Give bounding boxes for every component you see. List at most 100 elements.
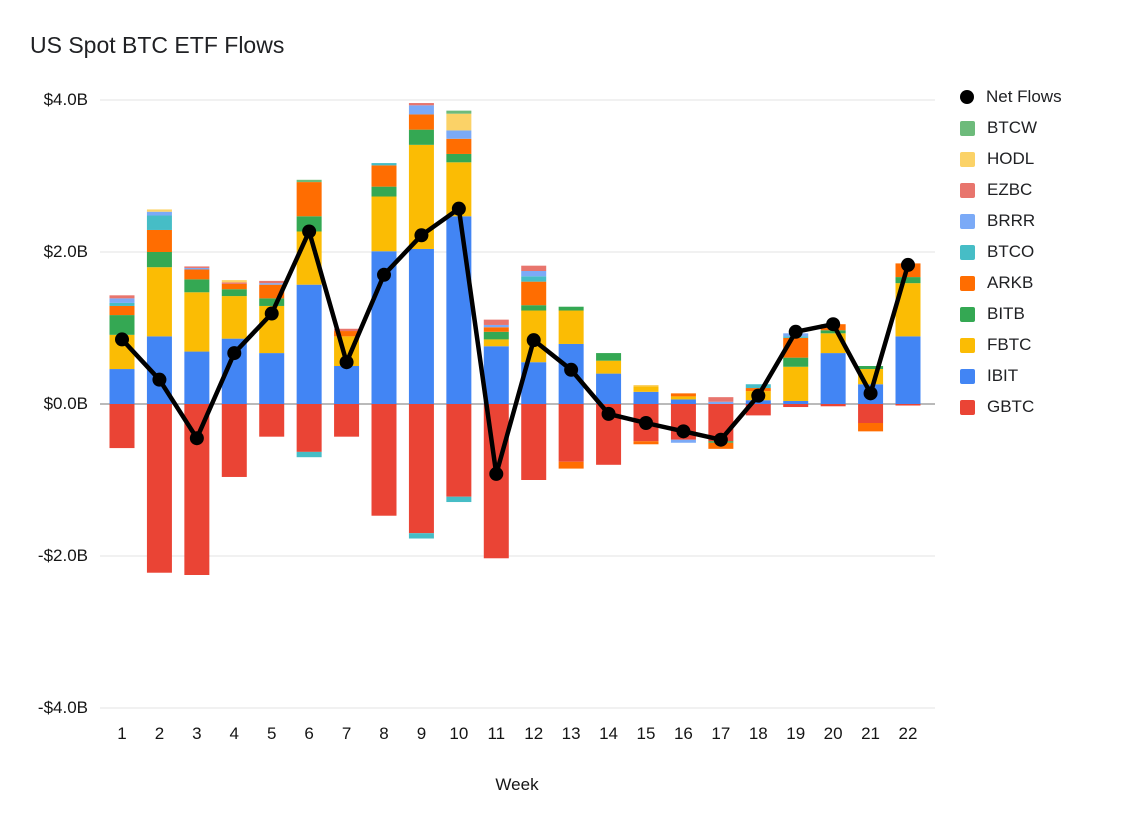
bar-segment-ibit[interactable] [408,248,434,404]
bar-segment-arkb[interactable] [483,327,509,332]
bar-segment-ibit[interactable] [596,373,622,404]
net-flows-point[interactable] [451,201,466,216]
bar-segment-brrr[interactable] [708,401,734,404]
bar-segment-gbtc[interactable] [408,404,434,534]
bar-segment-arkb[interactable] [221,283,247,290]
bar-segment-ibit[interactable] [184,351,210,404]
bar-segment-fbtc[interactable] [371,196,397,252]
legend-item-bitb[interactable]: BITB [960,303,1062,325]
bar-segment-brrr[interactable] [483,324,509,328]
bar-segment-gbtc[interactable] [446,404,472,497]
bar-segment-bitb[interactable] [259,298,285,306]
net-flows-point[interactable] [826,317,841,332]
bar-segment-fbtc[interactable] [483,339,509,347]
bar-segment-ezbc[interactable] [259,280,285,284]
bar-segment-fbtc[interactable] [596,360,622,374]
bar-segment-hodl[interactable] [633,385,659,387]
net-flows-point[interactable] [227,346,242,361]
net-flows-point[interactable] [676,424,691,439]
bar-segment-btcw[interactable] [296,179,322,183]
bar-segment-bitb[interactable] [371,186,397,197]
bar-segment-ezbc[interactable] [109,295,135,299]
bar-segment-gbtc[interactable] [334,404,360,437]
net-flows-point[interactable] [115,332,129,347]
bar-segment-hodl[interactable] [146,209,172,212]
net-flows-point[interactable] [639,416,653,430]
bar-segment-btco[interactable] [521,276,547,282]
bar-segment-hodl[interactable] [221,280,247,283]
legend-item-fbtc[interactable]: FBTC [960,334,1062,356]
bar-segment-gbtc[interactable] [783,404,809,408]
bar-segment-btco[interactable] [745,384,771,389]
bar-segment-btco[interactable] [446,496,472,503]
bar-segment-ibit[interactable] [820,353,846,404]
net-flows-point[interactable] [489,466,504,481]
legend-item-btco[interactable]: BTCO [960,241,1062,263]
bar-segment-ibit[interactable] [446,216,472,404]
bar-segment-fbtc[interactable] [184,292,210,352]
bar-segment-fbtc[interactable] [558,310,584,344]
bar-segment-hodl[interactable] [446,113,472,131]
bar-segment-arkb[interactable] [109,305,135,316]
bar-segment-brrr[interactable] [408,105,434,115]
bar-segment-bitb[interactable] [408,129,434,145]
net-flows-point[interactable] [751,388,766,403]
bar-segment-brrr[interactable] [259,283,285,285]
bar-segment-arkb[interactable] [633,441,659,445]
bar-segment-fbtc[interactable] [670,396,696,400]
bar-segment-ibit[interactable] [633,391,659,404]
bar-segment-gbtc[interactable] [259,404,285,437]
legend-item-brrr[interactable]: BRRR [960,210,1062,232]
bar-segment-ibit[interactable] [895,336,921,404]
bar-segment-brrr[interactable] [184,267,210,270]
bar-segment-arkb[interactable] [371,165,397,187]
bar-segment-brrr[interactable] [109,298,135,303]
bar-segment-ezbc[interactable] [408,103,434,106]
bar-segment-bitb[interactable] [521,305,547,311]
bar-segment-bitb[interactable] [184,279,210,293]
bar-segment-brrr[interactable] [446,130,472,139]
net-flows-point[interactable] [377,267,391,282]
bar-segment-arkb[interactable] [446,138,472,154]
legend-item-net-flows[interactable]: Net Flows [960,86,1062,108]
bar-segment-btco[interactable] [371,163,397,166]
bar-segment-gbtc[interactable] [521,404,547,480]
net-flows-point[interactable] [189,431,204,446]
bar-segment-arkb[interactable] [670,393,696,397]
bar-segment-ezbc[interactable] [221,282,247,284]
bar-segment-fbtc[interactable] [221,296,247,339]
net-flows-point[interactable] [152,372,167,387]
bar-segment-arkb[interactable] [558,461,584,469]
legend-item-ibit[interactable]: IBIT [960,365,1062,387]
bar-segment-gbtc[interactable] [820,404,846,407]
bar-segment-ezbc[interactable] [483,319,509,325]
bar-segment-fbtc[interactable] [146,267,172,337]
bar-segment-gbtc[interactable] [895,404,921,406]
bar-segment-btco[interactable] [109,302,135,306]
bar-segment-arkb[interactable] [408,114,434,130]
bar-segment-bitb[interactable] [296,216,322,232]
bar-segment-arkb[interactable] [521,281,547,306]
net-flows-point[interactable] [901,257,915,272]
bar-segment-gbtc[interactable] [184,404,210,575]
bar-segment-bitb[interactable] [109,315,135,335]
net-flows-point[interactable] [713,432,728,447]
bar-segment-bitb[interactable] [558,306,584,311]
bar-segment-ibit[interactable] [783,400,809,404]
bar-segment-ibit[interactable] [670,399,696,404]
bar-segment-btco[interactable] [146,215,172,230]
bar-segment-fbtc[interactable] [783,366,809,401]
bar-segment-arkb[interactable] [296,182,322,217]
net-flows-point[interactable] [414,228,429,243]
bar-segment-bitb[interactable] [820,330,846,334]
bar-segment-arkb[interactable] [334,331,360,337]
net-flows-point[interactable] [863,386,878,401]
bar-segment-ibit[interactable] [259,353,285,404]
bar-segment-gbtc[interactable] [745,404,771,416]
legend-item-gbtc[interactable]: GBTC [960,396,1062,418]
legend-item-hodl[interactable]: HODL [960,148,1062,170]
bar-segment-bitb[interactable] [483,331,509,340]
bar-segment-ezbc[interactable] [521,265,547,271]
net-flows-point[interactable] [526,333,541,348]
net-flows-point[interactable] [564,362,579,377]
